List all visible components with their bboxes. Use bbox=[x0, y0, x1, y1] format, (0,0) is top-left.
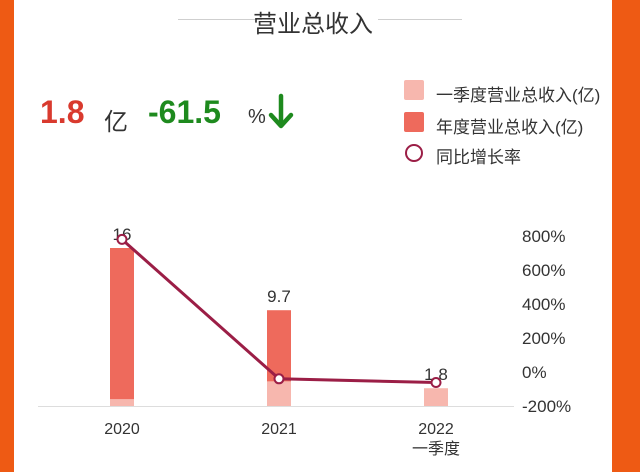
legend-item-annual[interactable]: 年度营业总收入(亿) bbox=[402, 110, 612, 137]
x-tick-label-0: 2020 bbox=[104, 421, 140, 438]
legend-marker-growth bbox=[405, 144, 423, 162]
y-right-tick-label-0: 800% bbox=[522, 227, 565, 246]
kpi-change-unit: % bbox=[248, 106, 266, 128]
growth-rate-point-0 bbox=[116, 233, 128, 245]
bar-annual-0 bbox=[110, 248, 134, 406]
legend-item-growth[interactable]: 同比增长率 bbox=[402, 140, 612, 167]
bar-q1-1 bbox=[267, 381, 291, 406]
legend-label-annual: 年度营业总收入(亿) bbox=[436, 118, 584, 137]
legend-item-q1[interactable]: 一季度营业总收入(亿) bbox=[402, 78, 612, 105]
legend-label-growth: 同比增长率 bbox=[436, 148, 521, 167]
kpi-change: -61.5 bbox=[148, 94, 221, 130]
y-right-tick-label-4: 0% bbox=[522, 363, 547, 382]
legend-label-q1: 一季度营业总收入(亿) bbox=[436, 86, 601, 105]
growth-rate-point-2 bbox=[430, 377, 442, 389]
bar-q1-0 bbox=[110, 399, 134, 406]
legend-swatch-annual bbox=[404, 112, 424, 132]
y-right-tick-label-1: 600% bbox=[522, 261, 565, 280]
x-tick-label-1: 2021 bbox=[261, 421, 297, 438]
x-tick-label-2-line-1: 一季度 bbox=[412, 440, 460, 458]
revenue-card: 营业总收入 1.8 亿 -61.5 % 一季度营业总收入(亿) 年度营业总收入(… bbox=[14, 0, 612, 472]
chart-title: 营业总收入 bbox=[253, 11, 373, 38]
kpi-value: 1.8 bbox=[40, 94, 85, 130]
title-divider-right bbox=[378, 19, 462, 20]
y-right-tick-label-2: 400% bbox=[522, 295, 565, 314]
legend-swatch-q1 bbox=[404, 80, 424, 100]
data-label-1: 9.7 bbox=[267, 287, 291, 306]
data-label-2: 1.8 bbox=[424, 365, 448, 384]
growth-rate-point-1 bbox=[273, 373, 285, 385]
bar-q1-2 bbox=[424, 388, 448, 406]
title-row: 营业总收入 bbox=[14, 0, 612, 40]
y-right-tick-label-3: 200% bbox=[522, 329, 565, 348]
y-right-tick-label-5: -200% bbox=[522, 397, 571, 416]
kpi-value-unit: 亿 bbox=[104, 109, 128, 136]
title-divider-left bbox=[178, 19, 262, 20]
x-tick-label-2: 2022 bbox=[418, 421, 454, 438]
arrow-down-icon bbox=[268, 92, 294, 137]
chart-plot: 1620209.720211.82022一季度800%600%400%200%0… bbox=[38, 225, 571, 458]
